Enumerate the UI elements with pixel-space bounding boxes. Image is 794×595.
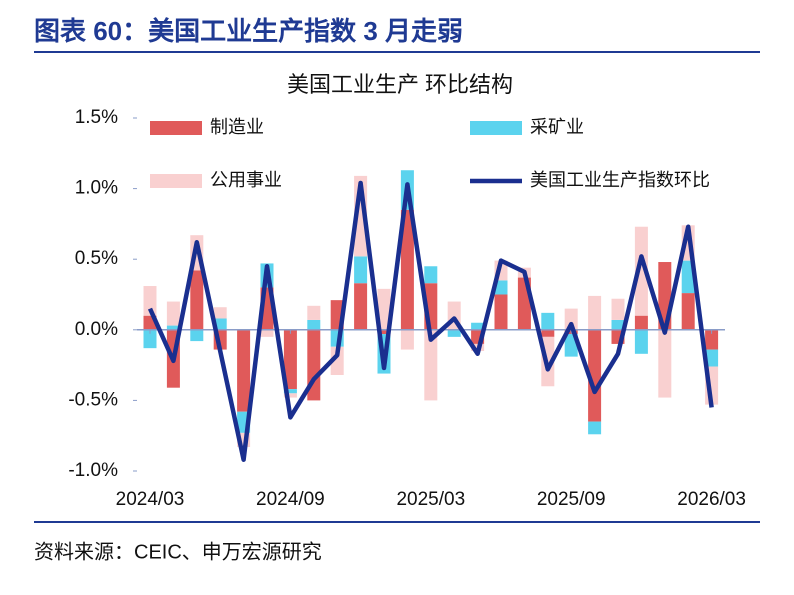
bar bbox=[471, 322, 485, 330]
bar bbox=[564, 308, 578, 330]
bar bbox=[611, 298, 625, 320]
legend-label: 制造业 bbox=[210, 117, 264, 137]
y-tick-label: 0.5% bbox=[75, 248, 118, 269]
y-tick-label: -1.0% bbox=[68, 460, 118, 481]
bar bbox=[260, 329, 274, 337]
bar bbox=[681, 293, 695, 330]
bar bbox=[377, 329, 391, 335]
footer-source: 资料来源：CEIC、申万宏源研究 bbox=[34, 540, 322, 563]
bar bbox=[283, 329, 297, 390]
bar bbox=[494, 280, 508, 295]
bar bbox=[588, 421, 602, 435]
bar bbox=[588, 329, 602, 422]
legend-label: 采矿业 bbox=[530, 117, 584, 137]
line bbox=[147, 180, 714, 462]
bar bbox=[634, 315, 648, 330]
bar bbox=[213, 307, 227, 319]
legend-swatch bbox=[150, 121, 202, 135]
bar bbox=[447, 329, 461, 337]
x-tick-label: 2024/03 bbox=[116, 489, 185, 510]
legend-label: 公用事业 bbox=[210, 170, 282, 190]
bar bbox=[143, 329, 157, 349]
legend-swatch bbox=[470, 121, 522, 135]
bar bbox=[541, 329, 555, 337]
bar bbox=[166, 325, 180, 330]
bar bbox=[588, 295, 602, 330]
bar bbox=[424, 266, 438, 284]
bar bbox=[541, 312, 555, 330]
y-tick-label: 1.5% bbox=[75, 107, 118, 128]
bar bbox=[705, 349, 719, 367]
bar bbox=[143, 286, 157, 316]
legend-swatch bbox=[150, 174, 202, 188]
bar bbox=[190, 329, 204, 342]
x-tick-label: 2024/09 bbox=[256, 489, 325, 510]
bar bbox=[705, 329, 719, 350]
bar bbox=[190, 270, 204, 330]
bar bbox=[307, 305, 321, 320]
bar bbox=[283, 393, 297, 398]
chart-title: 美国工业生产 环比结构 bbox=[287, 72, 513, 97]
bar bbox=[213, 318, 227, 330]
bar bbox=[283, 389, 297, 394]
bar bbox=[611, 319, 625, 330]
bar bbox=[658, 329, 672, 398]
bar bbox=[166, 301, 180, 326]
y-tick-label: 0.0% bbox=[75, 319, 118, 340]
legend-label: 美国工业生产指数环比 bbox=[530, 170, 710, 190]
bar bbox=[400, 329, 414, 350]
y-tick-label: -0.5% bbox=[68, 389, 118, 410]
header-title: 图表 60：美国工业生产指数 3 月走弱 bbox=[34, 16, 463, 46]
bar bbox=[634, 329, 648, 354]
bar bbox=[237, 329, 251, 412]
x-tick-label: 2026/03 bbox=[677, 489, 746, 510]
x-tick-label: 2025/03 bbox=[396, 489, 465, 510]
bar bbox=[354, 283, 368, 330]
y-tick-label: 1.0% bbox=[75, 178, 118, 199]
bar bbox=[354, 256, 368, 284]
bar bbox=[400, 209, 414, 330]
bar bbox=[330, 346, 344, 375]
bar bbox=[494, 294, 508, 330]
bar bbox=[377, 288, 391, 330]
bar bbox=[634, 226, 648, 316]
bar bbox=[307, 319, 321, 330]
bar bbox=[424, 329, 438, 401]
x-tick-label: 2025/09 bbox=[537, 489, 606, 510]
